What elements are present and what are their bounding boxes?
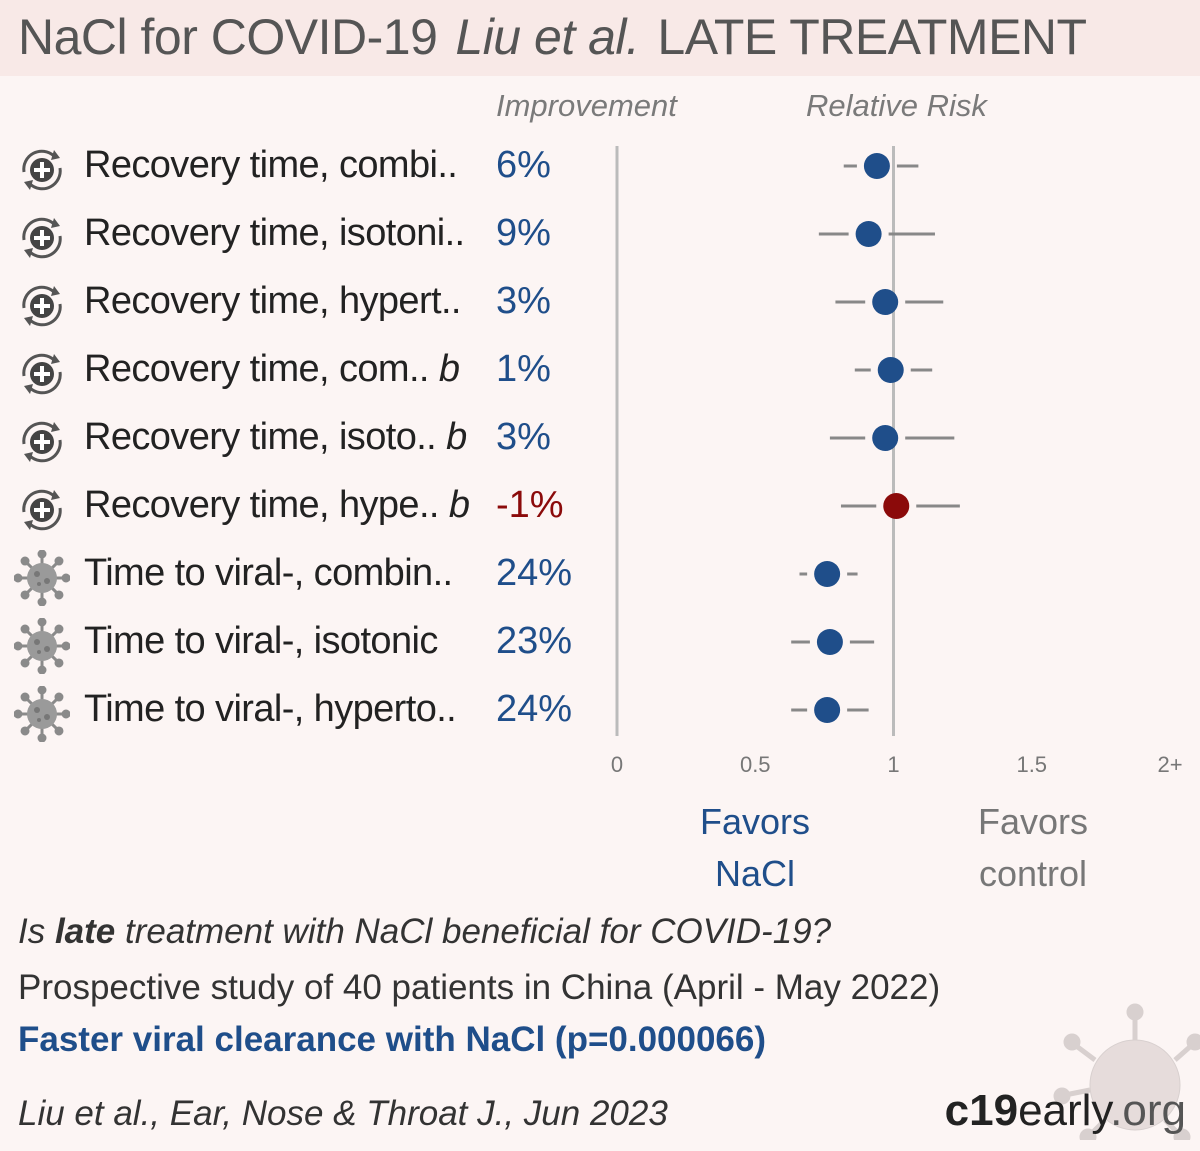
study-description: Prospective study of 40 patients in Chin… <box>18 968 941 1007</box>
treatment-title: NaCl for COVID-19 <box>18 9 438 65</box>
favors-nacl-line1: Favors <box>699 801 811 842</box>
site-brand[interactable]: c19early.org <box>945 1086 1186 1136</box>
improvement-value: 23% <box>496 620 573 662</box>
outcome-label-text: Time to viral-, hyperto.. <box>84 688 457 730</box>
favors-nacl-label: Favors NaCl <box>655 796 855 900</box>
improvement-value: 24% <box>496 688 573 730</box>
rr-point <box>872 289 899 315</box>
rr-point <box>814 561 841 587</box>
page-title: NaCl for COVID-19 Liu et al. LATE TREATMEN… <box>18 8 1087 66</box>
stage-title: LATE TREATMENT <box>657 9 1087 65</box>
improvement-column-header: Improvement <box>496 88 677 123</box>
outcome-label-text: Recovery time, isotoni.. <box>84 212 465 254</box>
rr-point <box>872 425 899 451</box>
improvement-value: -1% <box>496 484 564 526</box>
outcome-row: Time to viral-, combin.. 24% <box>0 542 600 610</box>
outcome-label: Recovery time, hypert.. <box>84 280 461 323</box>
rr-point <box>877 357 904 383</box>
virus-icon <box>13 685 71 743</box>
rr-point <box>816 629 843 655</box>
outcome-label-text: Recovery time, combi.. <box>84 144 458 186</box>
rr-point <box>883 493 910 519</box>
outcome-label-suffix: b <box>438 348 460 390</box>
outcome-label-text: Recovery time, hypert.. <box>84 280 461 322</box>
brand-c19: c19 <box>944 1086 1019 1135</box>
outcome-label-text: Recovery time, hype.. <box>84 484 439 526</box>
question-bold: late <box>54 912 116 951</box>
rr-point <box>855 221 882 247</box>
x-tick-label: 1.5 <box>1016 752 1047 777</box>
outcome-label-text: Time to viral-, isotonic <box>84 620 438 662</box>
outcome-row: Recovery time, combi.. 6% <box>0 134 600 202</box>
x-tick-label: 2+ <box>1157 752 1182 777</box>
outcome-label-text: Recovery time, isoto.. <box>84 416 437 458</box>
outcome-label-suffix: b <box>446 416 467 458</box>
improvement-value: 3% <box>496 280 551 322</box>
favors-control-line2: control <box>978 853 1088 894</box>
improvement-value: 6% <box>496 144 551 186</box>
title-bar: NaCl for COVID-19 Liu et al. LATE TREATMEN… <box>0 0 1200 76</box>
virus-watermark-icon <box>1053 1003 1200 1140</box>
outcome-label: Recovery time, combi.. <box>84 144 458 187</box>
rr-point <box>814 697 841 723</box>
study-result: Faster viral clearance with NaCl (p=0.00… <box>18 1020 767 1059</box>
recovery-icon <box>14 346 70 402</box>
outcome-row: Recovery time, hypert.. 3% <box>0 270 600 338</box>
outcome-label: Time to viral-, isotonic <box>84 620 438 663</box>
question-post: treatment with NaCl beneficial for COVID… <box>115 912 832 951</box>
outcome-row: Time to viral-, isotonic 23% <box>0 610 600 678</box>
favors-control-label: Favors control <box>933 796 1133 900</box>
recovery-icon <box>14 210 70 266</box>
brand-early: early <box>1018 1086 1111 1135</box>
citation: Liu et al., Ear, Nose & Throat J., Jun 2… <box>18 1094 668 1133</box>
authors-title: Liu et al. <box>455 9 640 65</box>
outcome-label: Recovery time, hype.. b <box>84 484 470 527</box>
outcome-label-text: Time to viral-, combin.. <box>84 552 453 594</box>
x-tick-label: 1 <box>887 752 899 777</box>
outcome-label: Recovery time, isoto.. b <box>84 416 467 459</box>
virus-icon <box>13 617 71 675</box>
x-tick-label: 0.5 <box>740 752 771 777</box>
study-question: Is late treatment with NaCl beneficial f… <box>18 912 831 952</box>
virus-icon <box>13 549 71 607</box>
recovery-icon <box>14 414 70 470</box>
outcome-row: Recovery time, isotoni.. 9% <box>0 202 600 270</box>
forest-plot: 0 0.5 1 1.5 2+ <box>611 146 1183 777</box>
outcome-label: Time to viral-, combin.. <box>84 552 453 595</box>
outcome-label-suffix: b <box>448 484 470 526</box>
rr-point <box>863 153 890 179</box>
outcome-label: Recovery time, isotoni.. <box>84 212 465 255</box>
outcome-row: Recovery time, hype.. b -1% <box>0 474 600 542</box>
outcome-row: Time to viral-, hyperto.. 24% <box>0 678 600 746</box>
improvement-value: 1% <box>496 348 551 390</box>
recovery-icon <box>14 482 70 538</box>
outcome-label: Time to viral-, hyperto.. <box>84 688 457 731</box>
recovery-icon <box>14 142 70 198</box>
brand-org: .org <box>1110 1086 1186 1135</box>
outcome-row: Recovery time, com.. b 1% <box>0 338 600 406</box>
x-tick-label: 0 <box>611 752 623 777</box>
outcome-label-text: Recovery time, com.. <box>84 348 429 390</box>
improvement-value: 9% <box>496 212 551 254</box>
improvement-value: 3% <box>496 416 551 458</box>
recovery-icon <box>14 278 70 334</box>
question-pre: Is <box>18 912 55 951</box>
favors-nacl-line2: NaCl <box>714 853 795 894</box>
outcome-label: Recovery time, com.. b <box>84 348 460 391</box>
outcome-row: Recovery time, isoto.. b 3% <box>0 406 600 474</box>
relative-risk-column-header: Relative Risk <box>806 88 987 123</box>
improvement-value: 24% <box>496 552 573 594</box>
favors-control-line1: Favors <box>977 801 1089 842</box>
